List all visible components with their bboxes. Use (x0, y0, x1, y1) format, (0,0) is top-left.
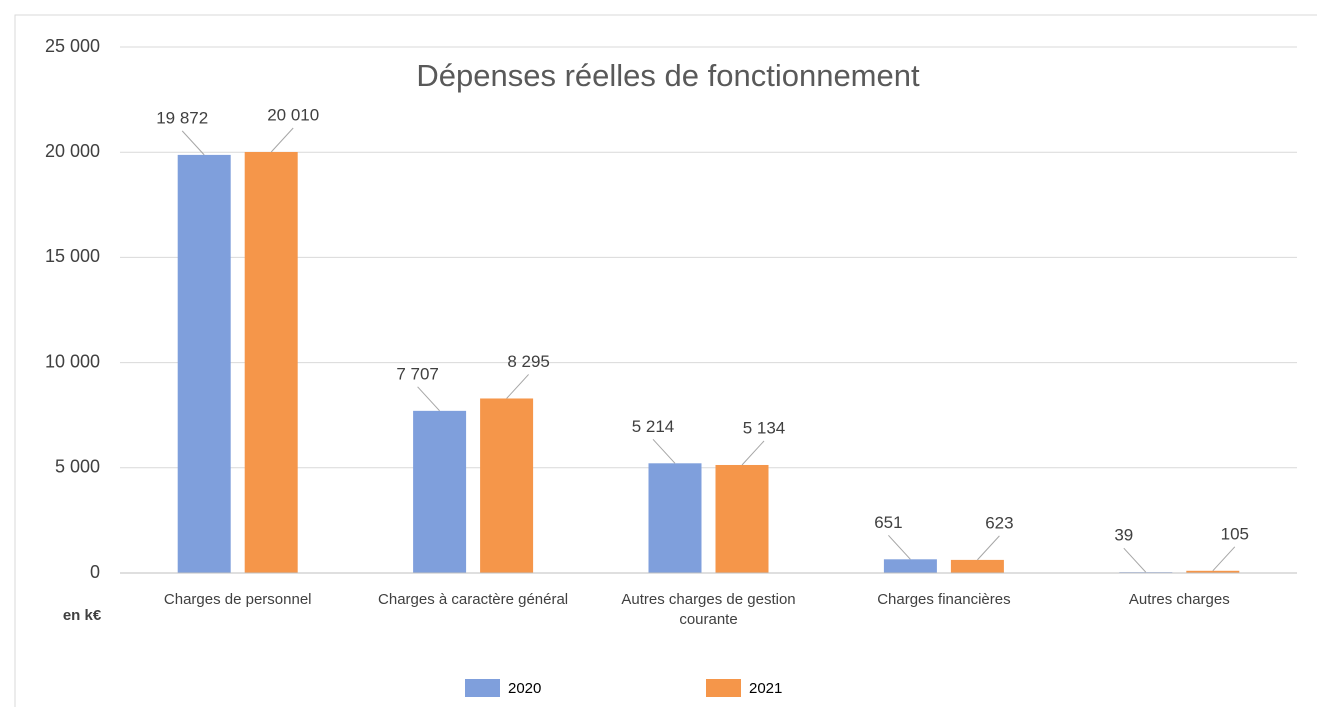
value-label: 5 134 (743, 418, 786, 437)
value-label: 623 (985, 513, 1013, 532)
leader-line (1123, 547, 1147, 573)
x-tick-label: Autres charges (1129, 591, 1230, 608)
bar (648, 463, 702, 573)
legend-label: 2020 (508, 680, 541, 697)
leader-line (1212, 546, 1236, 572)
bar (883, 559, 937, 573)
bar (715, 464, 769, 573)
value-label: 5 214 (632, 417, 675, 436)
value-label: 39 (1114, 526, 1133, 545)
x-tick-label: Charges de personnel (164, 591, 312, 608)
leader-line (506, 374, 529, 399)
leader-line (270, 127, 294, 153)
value-label: 8 295 (507, 352, 550, 371)
legend-swatch (465, 679, 500, 697)
leader-line (652, 438, 676, 464)
legend-swatch (706, 679, 741, 697)
bar (1186, 570, 1240, 573)
bar (177, 154, 231, 573)
bar (244, 151, 298, 573)
y-tick-label: 20 000 (45, 141, 100, 161)
value-label: 7 707 (396, 364, 439, 383)
leader-line (741, 440, 765, 466)
value-label: 105 (1221, 524, 1249, 543)
value-label: 20 010 (267, 105, 319, 124)
chart-title: Dépenses réelles de fonctionnement (416, 58, 920, 93)
leader-line (181, 130, 205, 156)
x-tick-label: Charges à caractère général (378, 591, 568, 608)
y-tick-label: 10 000 (45, 351, 100, 371)
x-tick-label: Autres charges de gestion courante (621, 591, 795, 628)
leader-line (417, 386, 440, 412)
chart-frame (14, 14, 1317, 707)
bar (413, 410, 467, 573)
leader-line (977, 535, 1000, 561)
y-tick-label: 25 000 (45, 36, 100, 56)
value-label: 19 872 (156, 108, 208, 127)
bar (950, 559, 1004, 573)
y-tick-label: 0 (90, 562, 100, 582)
y-tick-label: 15 000 (45, 246, 100, 266)
leader-line (888, 534, 911, 560)
x-tick-label: Charges financières (877, 591, 1010, 608)
unit-label: en k€ (63, 607, 102, 624)
legend-label: 2021 (749, 680, 782, 697)
bar (480, 398, 534, 573)
value-label: 651 (874, 513, 902, 532)
y-tick-label: 5 000 (55, 457, 100, 477)
